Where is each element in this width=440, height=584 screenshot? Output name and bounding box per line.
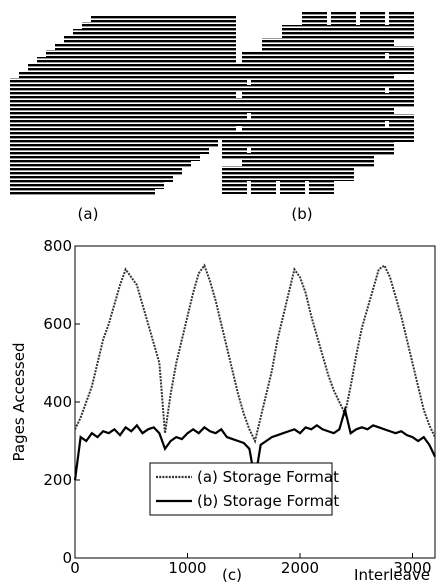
block-stripes	[222, 64, 247, 92]
x-tick-label: 1000	[168, 559, 206, 577]
y-tick-label: 600	[43, 315, 72, 333]
legend: (a) Storage Format (b) Storage Format	[149, 462, 339, 516]
block-stripes	[309, 98, 334, 126]
legend-label: (b) Storage Format	[197, 492, 339, 510]
x-tick-label: 0	[70, 559, 80, 577]
diagram-b	[222, 12, 414, 194]
block-stripes	[251, 64, 276, 92]
x-tick-label: 3000	[393, 559, 431, 577]
block-stripes	[222, 166, 247, 194]
block-stripes	[222, 98, 247, 126]
y-axis-label: Pages Accessed	[10, 343, 28, 462]
legend-box	[149, 462, 333, 516]
legend-label: (a) Storage Format	[197, 468, 339, 486]
caption: (c)	[222, 566, 242, 584]
block-stripes	[309, 64, 334, 92]
block-stripes	[280, 132, 305, 160]
page-stripes	[10, 78, 155, 196]
block-stripes	[280, 98, 305, 126]
block-stripes	[309, 166, 334, 194]
block-stripes	[251, 166, 276, 194]
x-axis-label: Interleave	[354, 566, 430, 584]
diagram-a	[10, 15, 236, 196]
series-line	[74, 263, 436, 444]
y-tick-label: 400	[43, 393, 72, 411]
block-stripes	[222, 132, 247, 160]
x-tick-label: 2000	[281, 559, 319, 577]
block-stripes	[251, 132, 276, 160]
y-tick-label: 0	[62, 549, 72, 567]
block-stripes	[280, 64, 305, 92]
y-tick-label: 200	[43, 471, 72, 489]
y-tick-label: 800	[43, 237, 72, 255]
block-stripes	[251, 98, 276, 126]
panel-label: (b)	[291, 205, 312, 223]
block-stripes	[280, 166, 305, 194]
panel-label: (a)	[78, 205, 99, 223]
block-stripes	[309, 132, 334, 160]
